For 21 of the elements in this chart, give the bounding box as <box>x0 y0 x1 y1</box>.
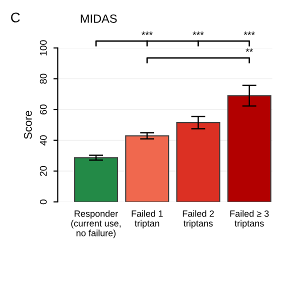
bar <box>74 157 118 202</box>
y-tick-label: 80 <box>40 74 47 84</box>
chart-title: MIDAS <box>80 14 117 23</box>
x-tick-label: Responder (current use, no failure) <box>71 210 121 238</box>
y-tick-label: 40 <box>40 135 47 146</box>
text: C <box>11 12 20 22</box>
bar <box>176 122 220 202</box>
x-tick-label: Failed ≥ 3 triptans <box>230 210 269 228</box>
y-tick-label: 60 <box>40 104 47 114</box>
x-tick-label: Failed 1 triptan <box>132 210 163 228</box>
bar <box>125 135 170 202</box>
y-axis-title: Score <box>24 110 32 139</box>
text: *** <box>244 32 255 35</box>
annotation: ** <box>246 48 253 52</box>
text: *** <box>192 32 204 35</box>
y-tick-label: 0 <box>40 200 47 204</box>
y-tick-label: 100 <box>40 40 47 56</box>
x-tick-label: Failed 2 triptans <box>182 210 214 228</box>
text: *** <box>142 32 153 35</box>
y-tick-label: 20 <box>40 166 47 176</box>
bar <box>227 95 272 202</box>
